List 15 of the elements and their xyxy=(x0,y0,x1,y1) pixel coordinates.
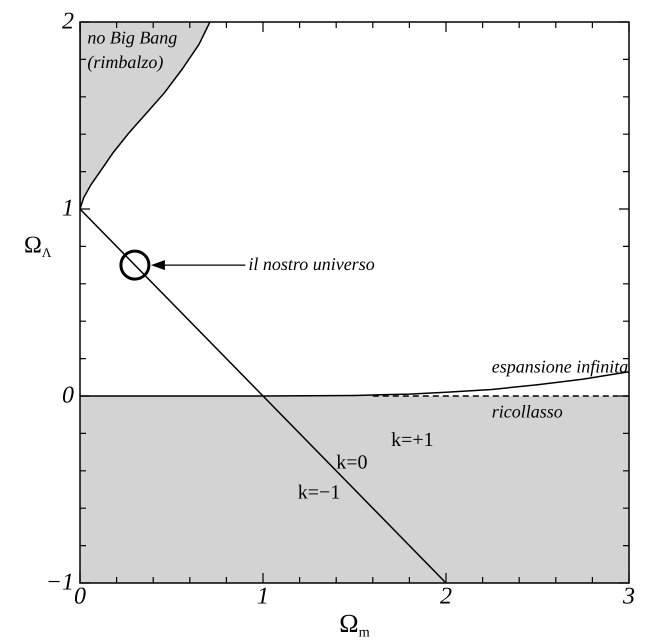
annotation: k=+1 xyxy=(391,429,434,452)
y-tick-label: 0 xyxy=(62,382,74,408)
annotation: il nostro universo xyxy=(248,254,375,274)
x-tick-label: 3 xyxy=(622,583,635,610)
annotation: k=0 xyxy=(336,452,368,474)
y-tick-label: 1 xyxy=(62,195,74,222)
annotation: k=−1 xyxy=(298,481,340,504)
y-tick-label: −1 xyxy=(46,569,74,596)
annotation: espansione infinita xyxy=(492,356,628,377)
annotation: (rimbalzo) xyxy=(87,52,164,72)
annotation: ricollasso xyxy=(492,402,563,422)
y-tick-label: 2 xyxy=(62,8,74,34)
annotation: no Big Bang xyxy=(87,28,178,48)
x-tick-label: 2 xyxy=(440,583,452,610)
x-tick-label: 1 xyxy=(257,583,269,610)
